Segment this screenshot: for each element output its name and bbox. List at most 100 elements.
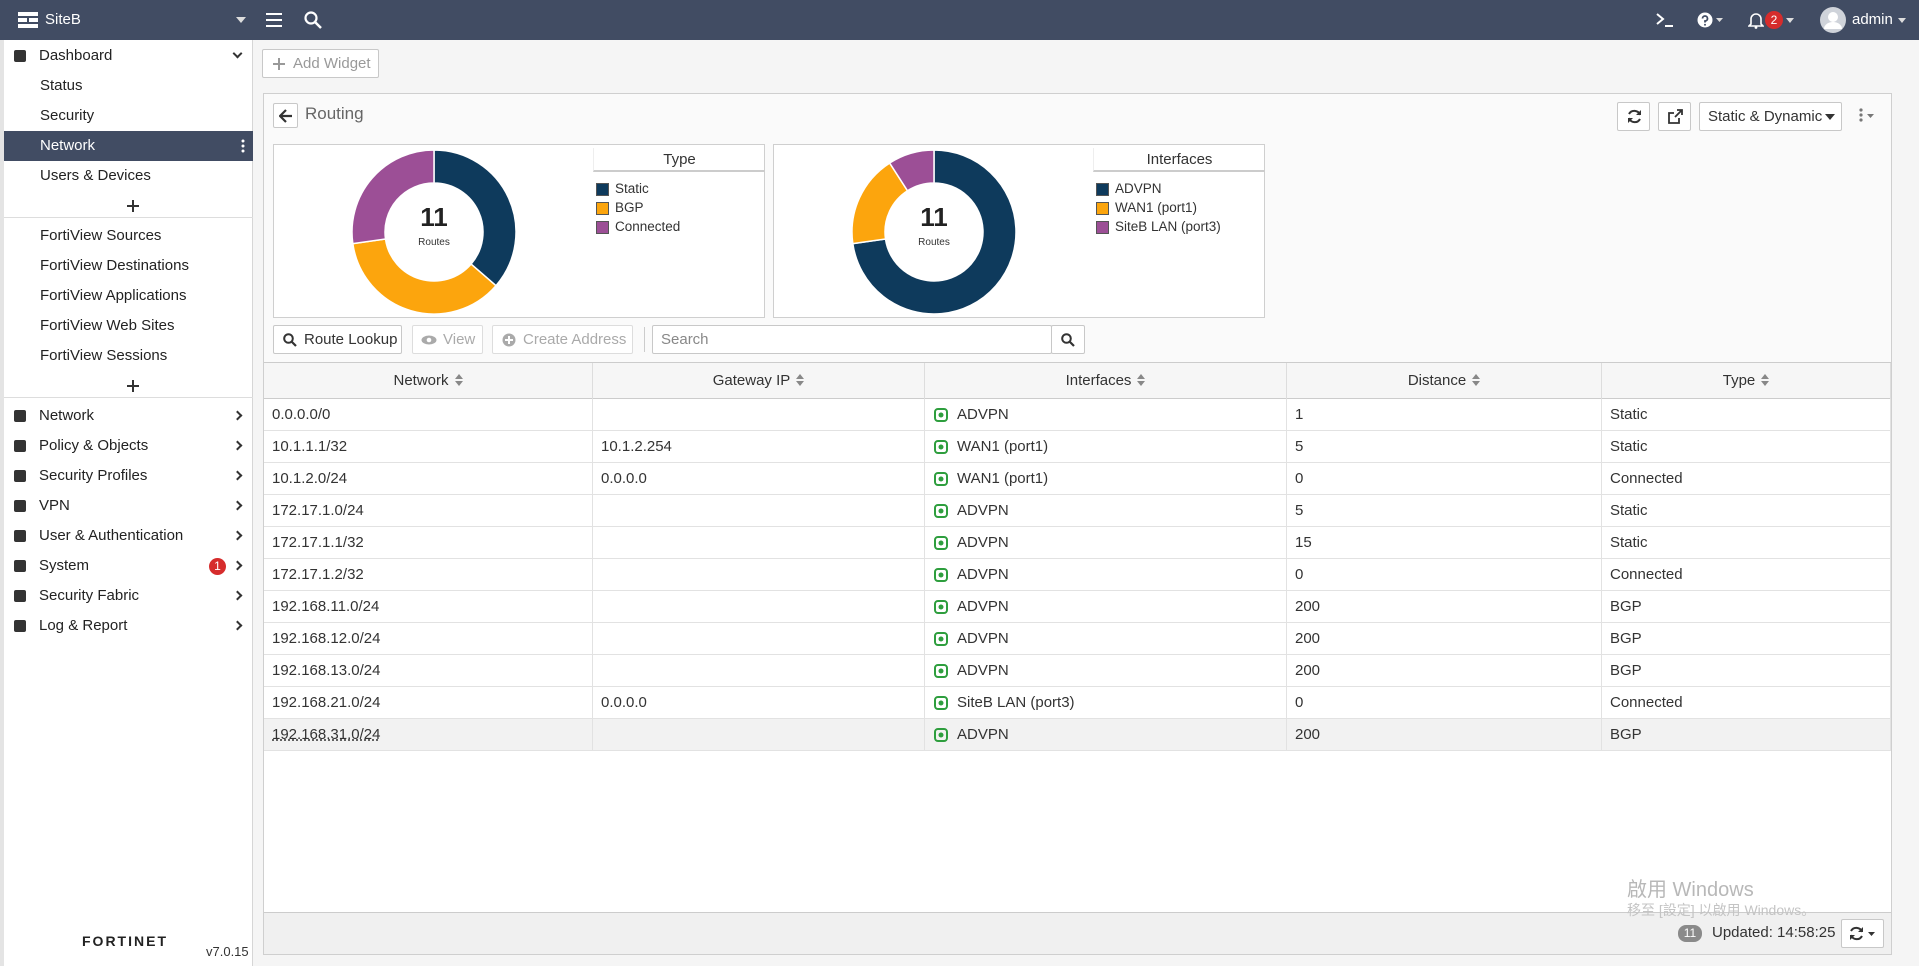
route-lookup-button[interactable]: Route Lookup (273, 325, 402, 354)
search-input[interactable]: Search (652, 325, 1052, 354)
nav-item[interactable]: FortiView Web Sites (4, 311, 253, 341)
watermark-subtitle: 移至 [設定] 以啟用 Windows。 (1627, 902, 1816, 918)
icon-dot (938, 700, 944, 706)
nav-item[interactable]: FortiView Destinations (4, 251, 253, 281)
cell-text: 192.168.12.0/24 (272, 630, 381, 647)
nav-item[interactable]: Policy & Objects (4, 431, 253, 461)
help-button[interactable] (1697, 12, 1725, 28)
donut-slice[interactable] (351, 149, 435, 245)
table-row[interactable]: 10.1.1.1/32 10.1.2.254 WAN1 (port1) 5 Static (264, 431, 1891, 463)
table-cell: Static (1602, 527, 1891, 559)
nav-item[interactable]: FortiView Sessions (4, 341, 253, 371)
donut-slice[interactable] (851, 149, 1017, 315)
nav-item[interactable]: FortiView Applications (4, 281, 253, 311)
legend-label: Connected (615, 219, 681, 234)
nav-label: FortiView Applications (40, 287, 187, 304)
interface-icon (934, 408, 948, 422)
nav-item[interactable]: FortiView Sources (4, 221, 253, 251)
caret (1786, 18, 1794, 23)
nav-item[interactable]: Users & Devices (4, 161, 253, 191)
nav-label: Security (40, 107, 95, 124)
more-button[interactable] (1858, 108, 1876, 122)
notification-badge[interactable]: 2 (1765, 11, 1783, 29)
avatar[interactable] (1820, 7, 1846, 33)
table-cell: 200 (1287, 655, 1602, 687)
refresh-button[interactable] (1617, 102, 1650, 131)
table-row[interactable]: 172.17.1.1/32 ADVPN 15 Static (264, 527, 1891, 559)
table-cell (593, 623, 925, 655)
table-row[interactable]: 192.168.11.0/24 ADVPN 200 BGP (264, 591, 1891, 623)
add-widget-button[interactable]: Add Widget (262, 49, 379, 78)
cell-text: BGP (1610, 662, 1642, 679)
device-name[interactable]: SiteB (45, 11, 81, 28)
user-name[interactable]: admin (1852, 11, 1893, 28)
nav-label: Policy & Objects (39, 437, 149, 454)
nav-item[interactable]: VPN (4, 491, 253, 521)
column-header[interactable]: Type (1602, 363, 1891, 399)
icon-shape (14, 590, 26, 602)
table-row[interactable]: 0.0.0.0/0 ADVPN 1 Static (264, 399, 1891, 431)
nav-item[interactable]: User & Authentication (4, 521, 253, 551)
nav-item[interactable]: Log & Report (4, 611, 253, 641)
search-submit[interactable] (1051, 325, 1085, 354)
nav-item[interactable]: Network (4, 401, 253, 431)
table-cell: 0.0.0.0/0 (264, 399, 593, 431)
nav-item[interactable]: System 1 (4, 551, 253, 581)
table-row[interactable]: 172.17.1.2/32 ADVPN 0 Connected (264, 559, 1891, 591)
nav-item[interactable]: Dashboard (4, 41, 253, 71)
back-button[interactable] (273, 103, 298, 128)
nav-item[interactable]: Security Fabric (4, 581, 253, 611)
table-row[interactable]: 10.1.2.0/24 0.0.0.0 WAN1 (port1) 0 Connected (264, 463, 1891, 495)
nav-item[interactable]: Network (4, 131, 253, 161)
donut-total: 11 (420, 202, 448, 232)
donut-slice[interactable] (888, 149, 935, 192)
sort-icon (454, 374, 463, 386)
icon-shape (934, 472, 948, 486)
icon-shape (934, 728, 948, 742)
kebab[interactable] (241, 139, 245, 153)
filter-dropdown[interactable]: Static & Dynamic (1699, 102, 1842, 131)
nav-item[interactable]: Security Profiles (4, 461, 253, 491)
dot (241, 144, 245, 148)
icon-shape (14, 50, 26, 62)
cell-text: 0.0.0.0 (601, 694, 647, 711)
table-row[interactable]: 192.168.21.0/24 0.0.0.0 SiteB LAN (port3) 0… (264, 687, 1891, 719)
view-button[interactable]: View (412, 325, 483, 354)
table-row[interactable]: 192.168.12.0/24 ADVPN 200 BGP (264, 623, 1891, 655)
icon-dot (938, 412, 944, 418)
button-label: View (443, 331, 476, 348)
table-row[interactable]: 192.168.13.0/24 ADVPN 200 BGP (264, 655, 1891, 687)
nav-label: Dashboard (39, 47, 113, 64)
icon-shape (934, 664, 948, 678)
add-button[interactable] (127, 200, 139, 212)
legend-label: WAN1 (port1) (1115, 200, 1198, 215)
table-cell: 172.17.1.0/24 (264, 495, 593, 527)
bell-icon[interactable] (1748, 12, 1764, 29)
nav-item[interactable]: Security (4, 101, 253, 131)
create-address-button[interactable]: Create Address (492, 325, 633, 354)
expand-button[interactable] (1658, 102, 1691, 131)
donut-slice[interactable] (433, 149, 517, 287)
column-header[interactable]: Interfaces (925, 363, 1287, 399)
table-row[interactable]: 172.17.1.0/24 ADVPN 5 Static (264, 495, 1891, 527)
plus-shape (127, 380, 139, 392)
nav-item[interactable]: Status (4, 71, 253, 101)
icon-shape (934, 440, 948, 454)
column-header[interactable]: Network (264, 363, 593, 399)
add-button[interactable] (127, 380, 139, 392)
menu-button[interactable] (266, 13, 282, 27)
cli-button[interactable] (1656, 13, 1674, 27)
column-header[interactable]: Gateway IP (593, 363, 925, 399)
cell-text: BGP (1610, 726, 1642, 743)
icon-shape (934, 568, 948, 582)
cell-text: ADVPN (957, 630, 1009, 647)
nav-label: FortiView Sessions (40, 347, 168, 364)
auto-refresh-button[interactable] (1841, 919, 1884, 948)
table-cell: BGP (1602, 719, 1891, 751)
donut-slice[interactable] (351, 238, 498, 315)
column-header[interactable]: Distance (1287, 363, 1602, 399)
search-button[interactable] (304, 11, 322, 29)
table-row[interactable]: 192.168.31.0/24 ADVPN 200 BGP (264, 719, 1891, 751)
table-cell (593, 495, 925, 527)
